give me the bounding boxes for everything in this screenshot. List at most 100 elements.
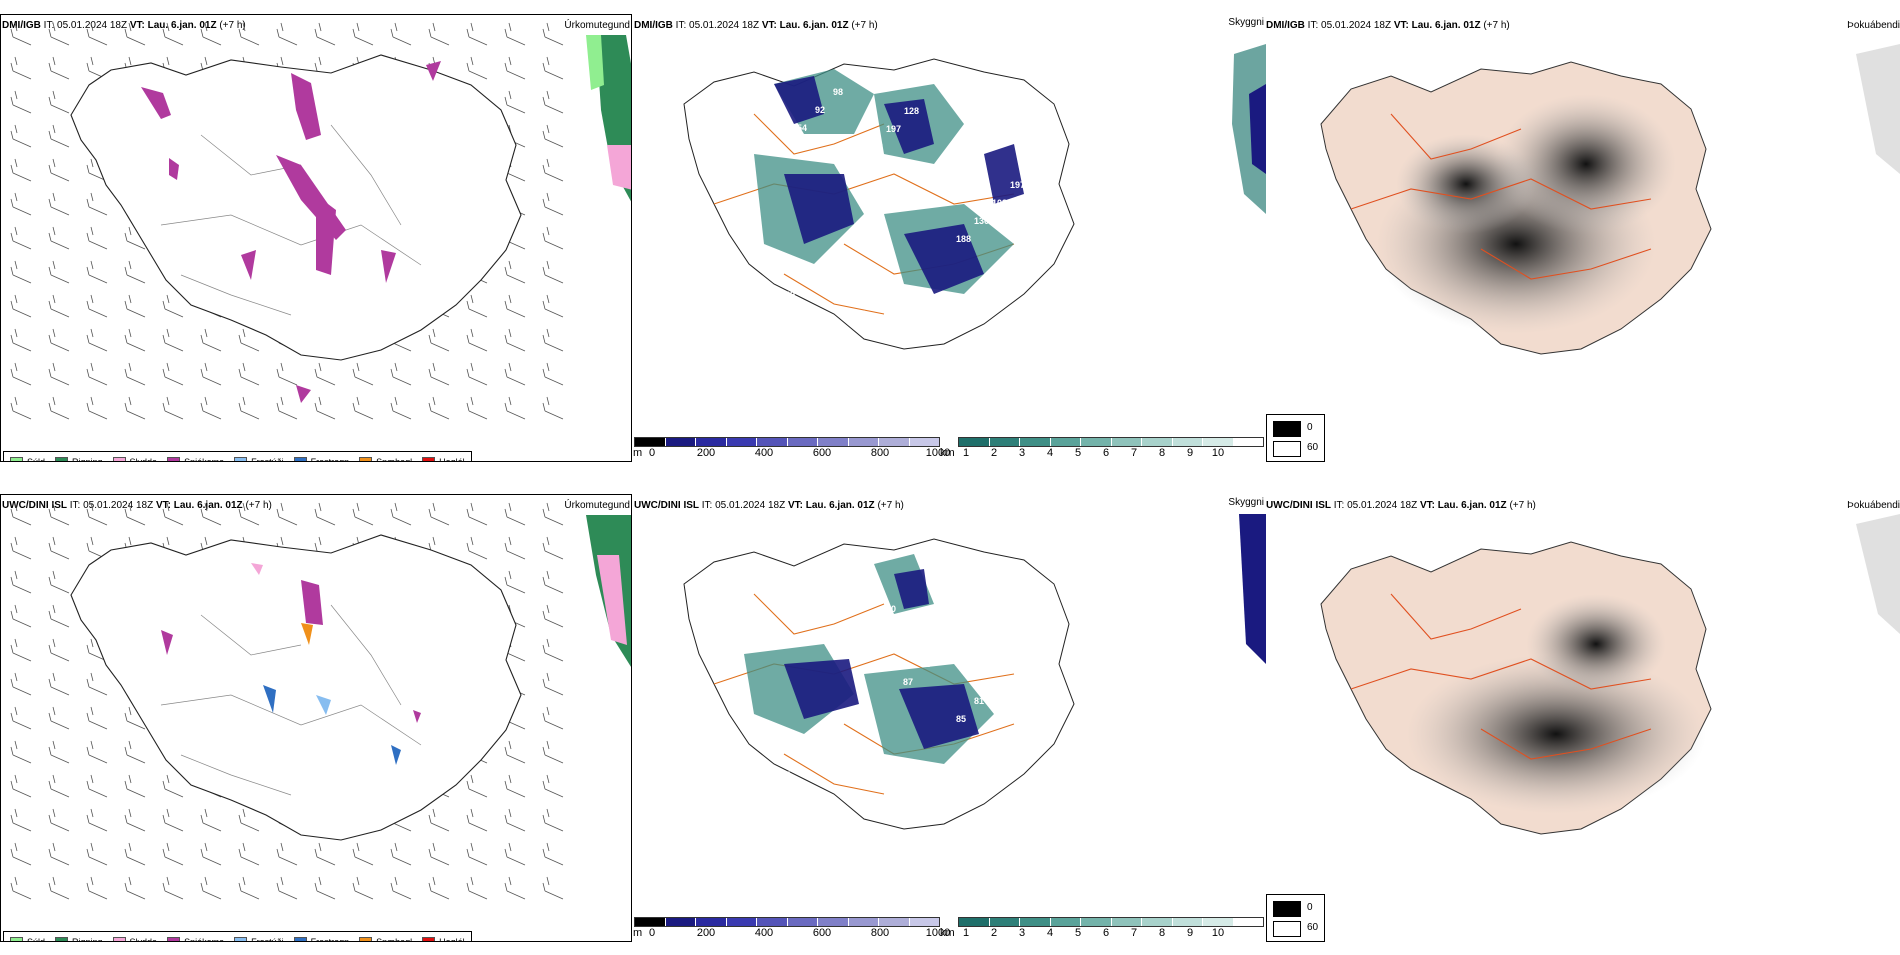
fog-legend: 0 60 (1266, 894, 1325, 942)
colorbar-tick: 4 (1046, 447, 1054, 459)
colorbar-segment (879, 918, 910, 926)
cloud-base-label: 153 (851, 309, 866, 319)
wind-barb (162, 808, 184, 832)
wind-barb (124, 294, 146, 318)
colorbar-tick: 9 (1186, 927, 1194, 939)
wind-barb (10, 774, 32, 798)
wind-barb (10, 362, 32, 386)
wind-barb (10, 672, 32, 696)
wind-barb (86, 192, 108, 216)
wind-barb (48, 22, 70, 46)
cloud-base-label: 98 (833, 87, 843, 97)
wind-barb (504, 740, 526, 764)
cloud-base-label: 97 (780, 770, 790, 780)
wind-barb (542, 808, 564, 832)
wind-barb (542, 638, 564, 662)
wind-barb (10, 604, 32, 628)
legend-label: Súld (27, 457, 46, 462)
cloud-base-label: 92 (815, 105, 825, 115)
colorbar-tick: 2 (990, 447, 998, 459)
legend-label: Frostregn (310, 937, 350, 942)
wind-barb (466, 56, 488, 80)
wind-barb (238, 22, 260, 46)
fog-index-map (1266, 494, 1900, 942)
legend-item: Snjókoma (167, 456, 224, 461)
wind-barb (542, 90, 564, 114)
wind-barb (352, 362, 374, 386)
wind-barb (124, 502, 146, 526)
colorbar-segment (665, 438, 696, 446)
cloud-base-label: 54 (797, 123, 807, 133)
wind-barb (200, 502, 222, 526)
legend-swatch (167, 456, 181, 461)
wind-barb (276, 22, 298, 46)
fog-legend-label: 60 (1307, 922, 1319, 933)
wind-barb (86, 294, 108, 318)
legend-item: Frostregn (293, 456, 349, 461)
legend-label: Snæhagl (376, 937, 413, 942)
wind-barb (314, 876, 336, 900)
colorbar-segment (848, 438, 879, 446)
colorbar-segment (635, 438, 666, 446)
legend-label: Slydda (129, 937, 158, 942)
wind-barb (390, 502, 412, 526)
wind-barb (48, 396, 70, 420)
wind-barb (276, 362, 298, 386)
legend-swatch (234, 936, 248, 941)
wind-barb (48, 260, 70, 284)
panel-title: Þokuábendi (1847, 20, 1900, 31)
wind-barb (504, 294, 526, 318)
wind-barb (48, 294, 70, 318)
wind-barb (48, 536, 70, 560)
bottom-row: UWC/DINI ISL IT: 05.01.2024 18Z VT: Lau.… (0, 480, 1900, 955)
wind-barb (504, 774, 526, 798)
wind-barb (390, 22, 412, 46)
wind-barb (200, 362, 222, 386)
colorbar-tick: 600 (812, 927, 832, 939)
wind-barb (86, 842, 108, 866)
wind-barb (124, 396, 146, 420)
wind-barb (542, 294, 564, 318)
cloud-base-label: 106 (1009, 271, 1024, 281)
wind-barb (542, 260, 564, 284)
legend-label: Rigning (72, 937, 103, 942)
legend-item: Rigning (55, 456, 103, 461)
colorbar-segment (1142, 918, 1173, 926)
wind-barb (200, 876, 222, 900)
wind-barb (352, 22, 374, 46)
wind-barb (504, 328, 526, 352)
cloud-base-label: 188 (956, 234, 971, 244)
wind-barb (504, 90, 526, 114)
wind-barb (466, 294, 488, 318)
wind-barb (542, 362, 564, 386)
cloud-base-label: 87 (903, 677, 913, 687)
wind-barb (86, 740, 108, 764)
wind-barb (48, 808, 70, 832)
visibility-colorbar (958, 437, 1264, 447)
cloud-base-label: 81 (974, 696, 984, 706)
wind-barb (390, 876, 412, 900)
colorbar-tick: 800 (870, 447, 890, 459)
wind-barb (10, 808, 32, 832)
fog-legend-swatch (1273, 921, 1301, 937)
wind-barb (466, 842, 488, 866)
wind-barb (124, 362, 146, 386)
panel-title: Úrkomutegund (564, 20, 630, 31)
fog-legend-swatch (1273, 421, 1301, 437)
wind-barb (86, 502, 108, 526)
fog-legend: 0 60 (1266, 414, 1325, 462)
wind-barb (428, 876, 450, 900)
wind-barb (466, 774, 488, 798)
legend-item: Rigning (55, 936, 103, 942)
colorbar-segment (1233, 918, 1263, 926)
wind-barb (48, 570, 70, 594)
colorbar-segment (1172, 918, 1203, 926)
colorbar-segment (1111, 438, 1142, 446)
wind-barb (466, 396, 488, 420)
colorbar-segment (909, 438, 939, 446)
cloud-base-label: 188 (798, 272, 813, 282)
cloud-base-label: 107 (833, 567, 848, 577)
colorbar-tick: 3 (1018, 447, 1026, 459)
wind-barb (124, 226, 146, 250)
wind-barb (276, 842, 298, 866)
